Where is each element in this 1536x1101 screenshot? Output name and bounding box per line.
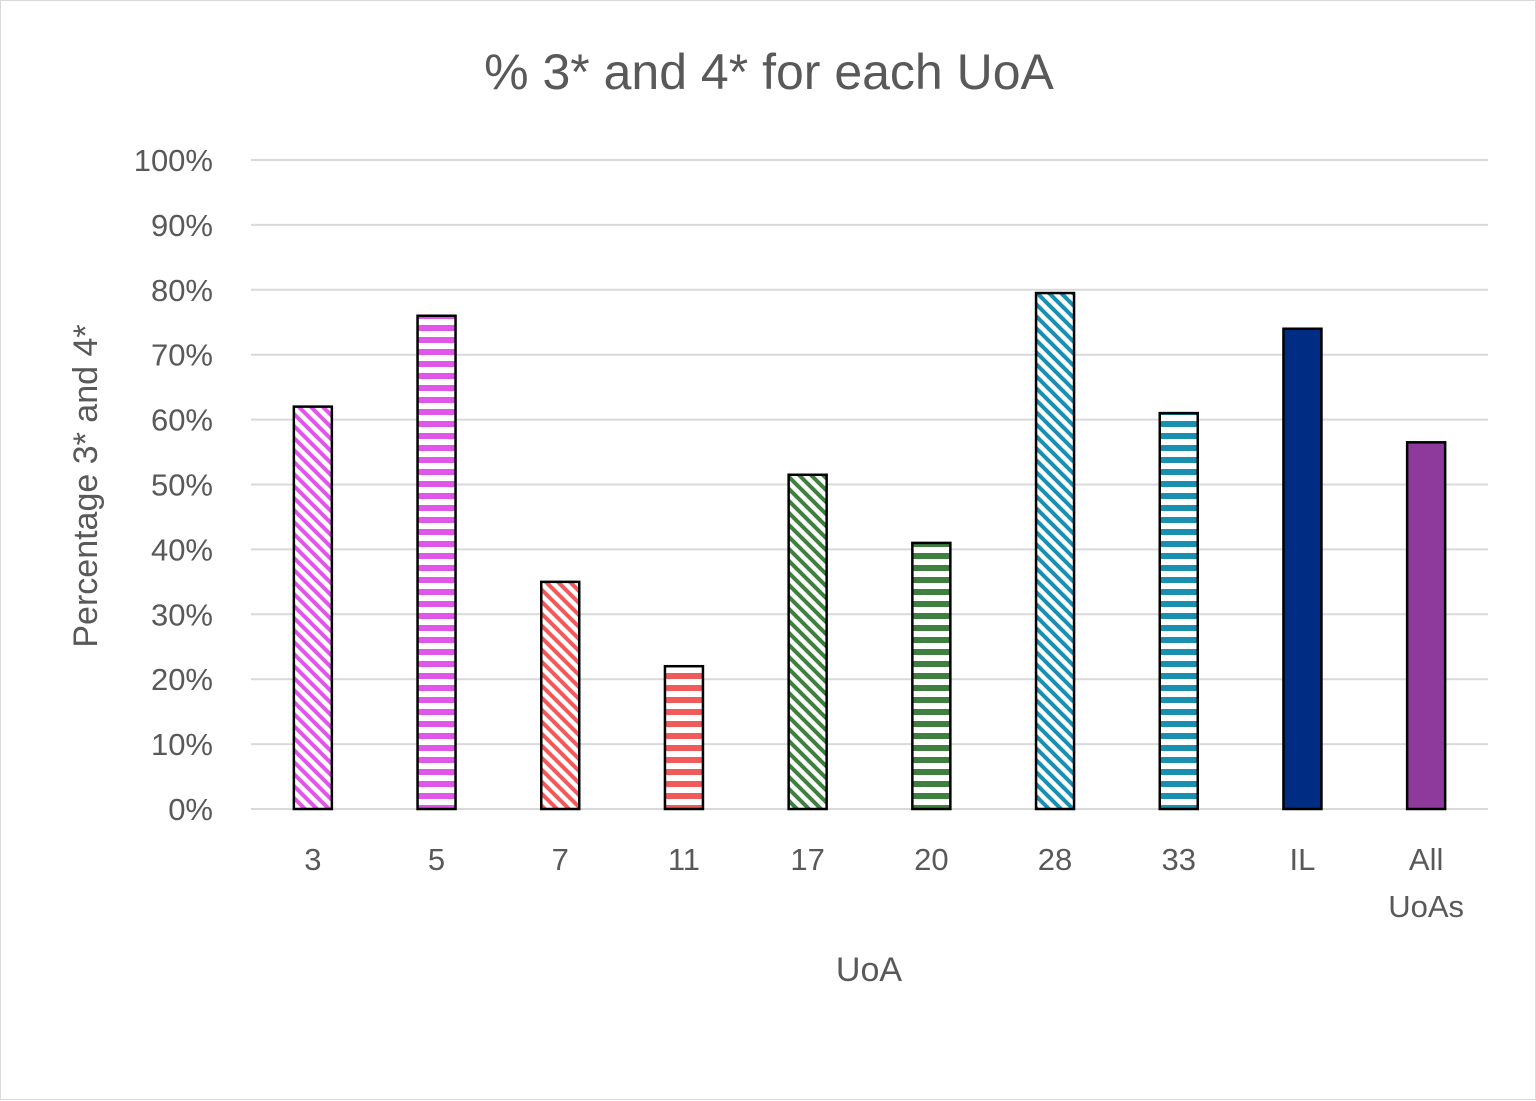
x-tick-label: 20 [914,842,948,877]
y-tick-label: 30% [151,597,213,632]
y-axis-ticks: 0% 10% 20% 30% 40% 50% 60% 70% 80% 90% 100% [134,143,213,827]
x-tick-label: IL [1290,842,1316,877]
x-axis-ticks: 3 5 7 11 17 20 28 33 IL All UoAs [304,842,1464,924]
bar-all-uoas [1405,441,1447,811]
x-tick-label: 3 [304,842,321,877]
bars [292,291,1447,811]
bar-7 [540,580,581,811]
y-tick-label: 0% [168,792,213,827]
y-tick-label: 80% [151,273,213,308]
y-tick-label: 70% [151,338,213,373]
y-tick-label: 40% [151,532,213,567]
bar-17 [787,473,828,811]
x-tick-label: 5 [428,842,445,877]
gridlines [251,159,1488,810]
y-tick-label: 10% [151,727,213,762]
x-axis-title: UoA [836,951,902,989]
y-tick-label: 60% [151,403,213,438]
bar-3 [292,405,334,811]
bar-11 [663,664,705,811]
y-tick-label: 20% [151,662,213,697]
x-tick-label: 7 [552,842,569,877]
y-tick-label: 100% [134,143,213,178]
bar-il [1282,327,1323,811]
bar-33 [1158,411,1199,811]
x-tick-label: 33 [1162,842,1196,877]
chart-title: % 3* and 4* for each UoA [484,44,1054,100]
x-tick-label: 11 [668,842,700,877]
x-tick-label: All UoAs [1388,842,1464,924]
bar-20 [911,541,952,811]
x-tick-label: 28 [1038,842,1072,877]
bar-5 [416,314,457,811]
bar-28 [1034,291,1076,811]
y-axis-title: Percentage 3* and 4* [67,324,105,647]
x-tick-label: 17 [790,842,824,877]
y-tick-label: 50% [151,468,213,503]
y-tick-label: 90% [151,208,213,243]
